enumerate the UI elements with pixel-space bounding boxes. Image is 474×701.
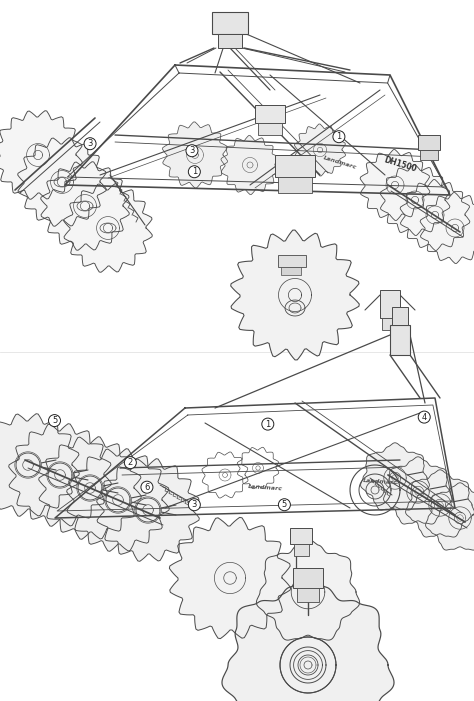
Text: Landmarc: Landmarc <box>247 484 283 491</box>
Text: 3: 3 <box>191 501 197 509</box>
Bar <box>297 588 319 602</box>
Polygon shape <box>360 149 430 220</box>
Polygon shape <box>294 124 346 176</box>
Bar <box>290 528 312 544</box>
Polygon shape <box>0 111 82 199</box>
Text: 1: 1 <box>191 168 197 176</box>
Polygon shape <box>39 437 141 539</box>
Text: DH1500: DH1500 <box>383 156 418 175</box>
Polygon shape <box>426 483 474 550</box>
Text: 2: 2 <box>128 458 133 467</box>
Polygon shape <box>420 193 474 264</box>
Text: Landmarc: Landmarc <box>363 478 398 486</box>
Polygon shape <box>256 539 360 640</box>
Bar <box>418 135 440 150</box>
Polygon shape <box>97 458 199 562</box>
Polygon shape <box>9 423 111 526</box>
Polygon shape <box>0 414 79 516</box>
Polygon shape <box>231 230 359 360</box>
Text: 1: 1 <box>336 132 342 141</box>
Bar <box>420 150 438 160</box>
Text: 1: 1 <box>265 420 271 428</box>
Bar <box>281 267 301 275</box>
Text: 4: 4 <box>421 413 427 421</box>
Bar <box>258 123 282 135</box>
Polygon shape <box>383 457 452 524</box>
Bar <box>212 12 248 34</box>
Bar <box>380 290 400 318</box>
Bar <box>278 177 312 193</box>
Polygon shape <box>169 517 291 639</box>
Text: Landmarc: Landmarc <box>323 156 357 170</box>
Polygon shape <box>406 470 474 537</box>
Bar <box>382 318 398 330</box>
Bar <box>390 325 410 355</box>
Bar <box>218 34 242 48</box>
Bar <box>392 307 408 325</box>
Text: 6: 6 <box>144 483 150 491</box>
Text: 5: 5 <box>52 416 57 425</box>
Polygon shape <box>400 179 470 250</box>
Bar <box>275 155 315 177</box>
Polygon shape <box>41 162 129 250</box>
Text: 3: 3 <box>87 139 93 148</box>
Polygon shape <box>380 165 450 236</box>
Polygon shape <box>221 135 279 194</box>
Bar <box>278 255 306 267</box>
Polygon shape <box>64 184 152 272</box>
Polygon shape <box>222 577 394 701</box>
Polygon shape <box>163 122 228 188</box>
Text: 5: 5 <box>282 501 287 509</box>
Bar <box>293 568 323 588</box>
Text: 3: 3 <box>189 147 195 155</box>
Polygon shape <box>67 449 169 551</box>
Polygon shape <box>18 137 106 226</box>
Bar <box>255 105 285 123</box>
Bar <box>294 544 309 556</box>
Polygon shape <box>361 443 429 510</box>
